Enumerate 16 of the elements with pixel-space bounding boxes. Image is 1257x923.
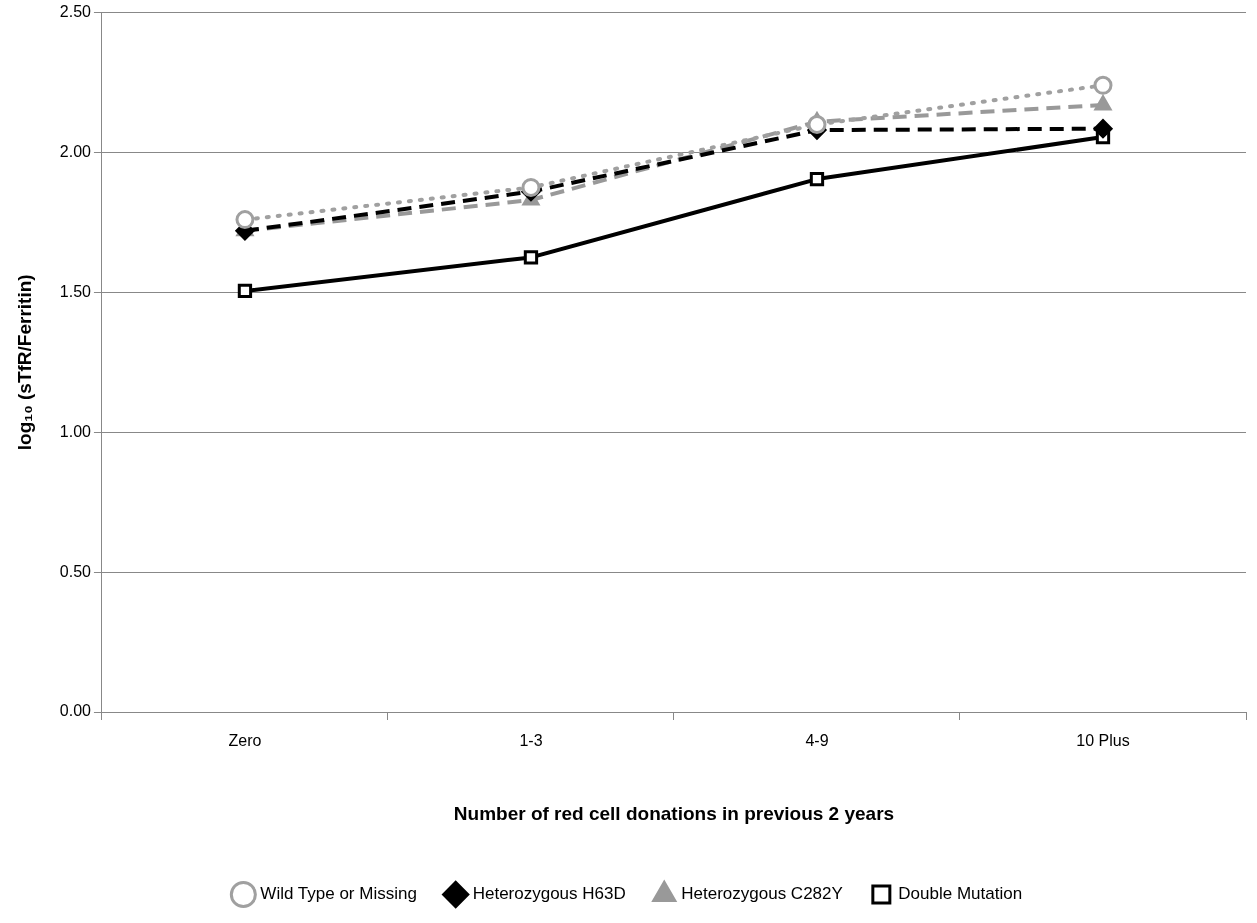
y-axis-title: log₁₀ (sTfR/Ferritin) [13,274,35,451]
x-tick-label: 4-9 [805,732,829,750]
x-tick-label: 10 Plus [1076,732,1130,750]
y-tick-label: 1.50 [59,282,92,300]
x-axis-title: Number of red cell donations in previous 2 years [453,802,895,824]
x-tick-label: Zero [228,732,262,750]
y-tick-label: 0.00 [59,702,92,720]
y-tick-label: 2.00 [59,142,92,160]
y-tick-label: 2.50 [59,3,92,21]
legend-label: Heterozygous H63D [472,884,626,904]
legend-label: Heterozygous C282Y [681,884,843,904]
y-tick-label: 0.50 [59,562,92,580]
legend-label: Wild Type or Missing [260,884,417,904]
y-tick-label: 1.00 [59,422,92,440]
legend-label: Double Mutation [898,884,1023,904]
x-tick-label: 1-3 [519,732,543,750]
